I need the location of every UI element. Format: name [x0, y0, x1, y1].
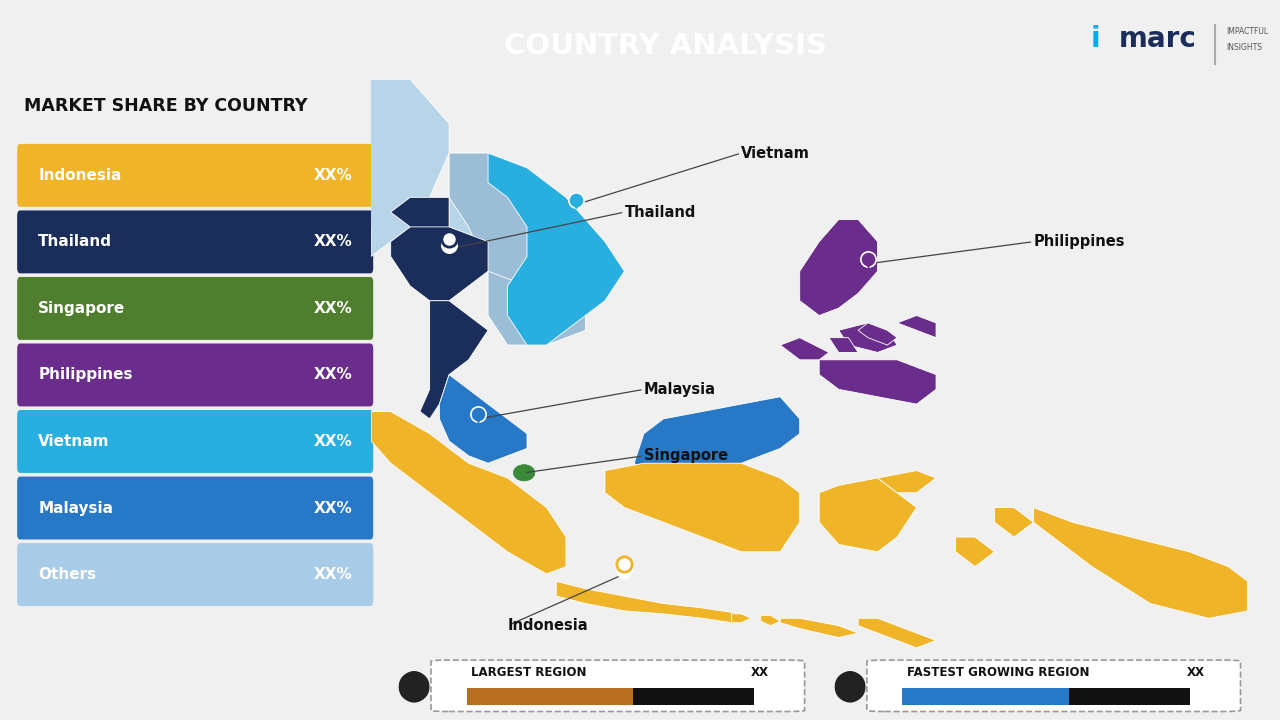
Polygon shape [781, 618, 858, 637]
Text: XX%: XX% [314, 434, 352, 449]
Polygon shape [390, 197, 488, 301]
Polygon shape [858, 618, 936, 648]
Text: Singapore: Singapore [644, 449, 728, 463]
Polygon shape [634, 397, 800, 471]
Polygon shape [819, 360, 936, 404]
Text: ▼: ▼ [846, 687, 852, 696]
Polygon shape [878, 471, 936, 492]
Polygon shape [605, 463, 800, 552]
Bar [1069, 688, 1190, 706]
Text: ▼: ▼ [410, 687, 416, 696]
FancyBboxPatch shape [17, 277, 374, 340]
Text: ⬤: ⬤ [396, 670, 430, 701]
Polygon shape [732, 614, 751, 623]
Polygon shape [352, 79, 449, 256]
Polygon shape [390, 197, 449, 227]
Text: Vietnam: Vietnam [741, 145, 810, 161]
Polygon shape [420, 301, 488, 419]
Polygon shape [557, 581, 741, 623]
Text: Others: Others [38, 567, 96, 582]
Text: Philippines: Philippines [1033, 234, 1125, 249]
Polygon shape [371, 412, 566, 574]
Polygon shape [956, 537, 995, 567]
Text: Malaysia: Malaysia [38, 500, 114, 516]
Text: LARGEST REGION: LARGEST REGION [471, 666, 586, 679]
Text: COUNTRY ANALYSIS: COUNTRY ANALYSIS [504, 32, 827, 60]
FancyBboxPatch shape [17, 144, 374, 207]
Polygon shape [897, 315, 936, 338]
Text: Singapore: Singapore [38, 301, 125, 316]
Polygon shape [781, 338, 829, 360]
Text: XX%: XX% [314, 168, 352, 183]
FancyBboxPatch shape [867, 660, 1240, 711]
Polygon shape [995, 508, 1033, 537]
Text: Indonesia: Indonesia [38, 168, 122, 183]
Polygon shape [1033, 508, 1248, 618]
Text: Malaysia: Malaysia [644, 382, 716, 397]
Bar [632, 688, 754, 706]
Text: XX: XX [751, 666, 769, 679]
FancyBboxPatch shape [17, 543, 374, 606]
Text: MARKET SHARE BY COUNTRY: MARKET SHARE BY COUNTRY [24, 97, 307, 115]
Text: XX%: XX% [314, 235, 352, 249]
Text: i: i [1091, 25, 1101, 53]
Text: ⬤: ⬤ [832, 670, 867, 701]
Circle shape [513, 464, 535, 481]
Polygon shape [449, 153, 566, 286]
Polygon shape [838, 323, 897, 352]
Text: XX%: XX% [314, 500, 352, 516]
Text: Indonesia: Indonesia [508, 618, 589, 633]
Polygon shape [488, 271, 585, 345]
Polygon shape [800, 220, 878, 315]
Text: IMPACTFUL: IMPACTFUL [1226, 27, 1268, 36]
FancyBboxPatch shape [17, 210, 374, 274]
FancyBboxPatch shape [431, 660, 805, 711]
Text: FASTEST GROWING REGION: FASTEST GROWING REGION [908, 666, 1089, 679]
Text: Philippines: Philippines [38, 367, 133, 382]
Polygon shape [858, 323, 897, 345]
Polygon shape [439, 374, 527, 463]
Polygon shape [829, 338, 858, 352]
Text: INSIGHTS: INSIGHTS [1226, 42, 1262, 52]
Text: Thailand: Thailand [38, 235, 113, 249]
Text: marc: marc [1119, 25, 1197, 53]
Text: Thailand: Thailand [625, 204, 696, 220]
Text: Vietnam: Vietnam [38, 434, 110, 449]
Text: XX%: XX% [314, 367, 352, 382]
FancyBboxPatch shape [17, 410, 374, 473]
Text: XX%: XX% [314, 567, 352, 582]
Text: XX%: XX% [314, 301, 352, 316]
FancyBboxPatch shape [17, 343, 374, 406]
Bar [467, 688, 632, 706]
Text: XX: XX [1187, 666, 1204, 679]
Polygon shape [488, 153, 625, 345]
Polygon shape [819, 478, 916, 552]
Bar [902, 688, 1069, 706]
Polygon shape [449, 153, 508, 242]
Polygon shape [760, 616, 781, 626]
FancyBboxPatch shape [17, 477, 374, 539]
